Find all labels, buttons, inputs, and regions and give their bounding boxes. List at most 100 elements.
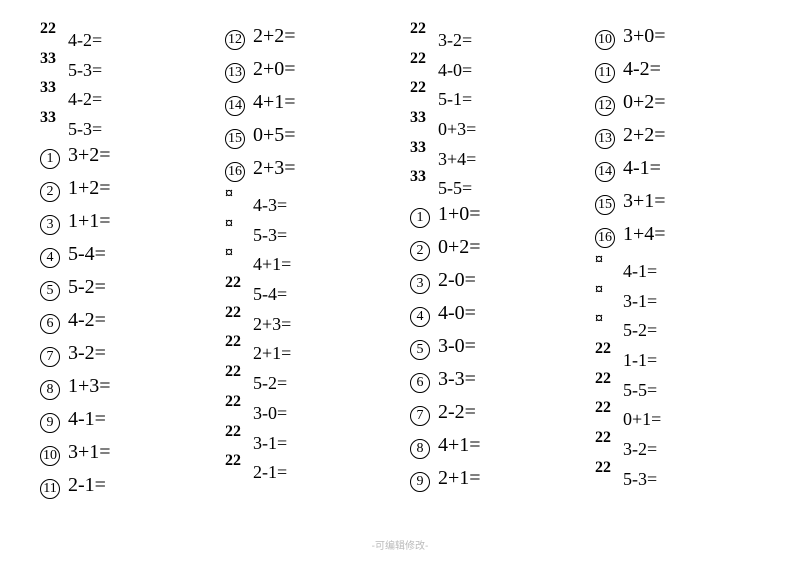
problem-item: 6 3-3= — [410, 363, 585, 396]
item-expression: 0+1= — [623, 405, 661, 435]
problem-item: 225-3= — [595, 459, 770, 489]
item-marker: 1 — [40, 149, 60, 169]
item-marker: 2 — [410, 241, 430, 261]
item-marker: 33 — [410, 135, 438, 161]
item-marker: 7 — [410, 406, 430, 426]
item-marker: 13 — [595, 129, 615, 149]
problem-item: 132+2= — [595, 119, 770, 152]
item-marker: 10 — [595, 30, 615, 50]
problem-item: 114-2= — [595, 53, 770, 86]
problem-item: 73-2= — [40, 337, 215, 370]
item-expression: 2+1= — [253, 339, 291, 369]
item-expression: 4-1= — [623, 152, 661, 185]
problem-item: 4 4-0= — [410, 297, 585, 330]
item-expression: 3-3= — [438, 363, 476, 396]
item-marker: 4 — [410, 307, 430, 327]
item-expression: 3+0= — [623, 20, 666, 53]
problem-item: 11+0= — [410, 198, 585, 231]
item-expression: 4-2= — [68, 304, 106, 337]
item-marker: 7 — [40, 347, 60, 367]
item-marker: 15 — [225, 129, 245, 149]
problem-item: 10 3+0= — [595, 20, 770, 53]
problem-item: 132+0= — [225, 53, 400, 86]
item-expression: 4-2= — [68, 85, 102, 115]
problem-item: 144+1= — [225, 86, 400, 119]
item-expression: 5-4= — [68, 238, 106, 271]
item-expression: 4-0= — [438, 56, 472, 86]
item-marker: 15 — [595, 195, 615, 215]
item-expression: 5-5= — [623, 376, 657, 406]
item-expression: 3+1= — [68, 436, 111, 469]
column-1: 224-2=335-3=334-2=335-3=13+2=21+2=31+1=4… — [40, 20, 215, 502]
item-marker: 22 — [225, 359, 253, 385]
problem-item: 94-1= — [40, 403, 215, 436]
column-4: 103+0=114-2=120+2=132+2=144-1=153+1=161+… — [595, 20, 770, 502]
item-marker: ¤ — [595, 277, 623, 303]
item-marker: 3 — [410, 274, 430, 294]
item-marker: 16 — [595, 228, 615, 248]
item-marker: 22 — [225, 300, 253, 326]
item-expression: 0+3= — [438, 115, 476, 145]
item-expression: 5-3= — [68, 56, 102, 86]
problem-item: 32-0= — [410, 264, 585, 297]
item-marker: 11 — [40, 479, 60, 499]
problem-item: 5 5-2= — [40, 271, 215, 304]
item-expression: 2+1= — [438, 462, 481, 495]
item-marker: 8 — [40, 380, 60, 400]
item-marker: 3 — [40, 215, 60, 235]
item-marker: 12 — [225, 30, 245, 50]
item-expression: 2+2= — [253, 20, 296, 53]
item-marker: 22 — [225, 389, 253, 415]
problem-item: 92+1= — [410, 462, 585, 495]
item-expression: 3+4= — [438, 145, 476, 175]
item-marker: 5 — [40, 281, 60, 301]
item-marker: ¤ — [225, 240, 253, 266]
item-marker: 33 — [40, 46, 68, 72]
item-expression: 5-2= — [68, 271, 106, 304]
problem-item: 4 5-4= — [40, 238, 215, 271]
item-expression: 2+3= — [253, 152, 296, 185]
item-marker: 6 — [410, 373, 430, 393]
problem-item: 6 4-2= — [40, 304, 215, 337]
problem-item: 13+2= — [40, 139, 215, 172]
item-expression: 5-1= — [438, 85, 472, 115]
item-marker: 22 — [410, 75, 438, 101]
item-marker: 22 — [595, 395, 623, 421]
item-marker: 6 — [40, 314, 60, 334]
problem-item: 103+1= — [40, 436, 215, 469]
item-expression: 4-0= — [438, 297, 476, 330]
problem-item: 112-1= — [40, 469, 215, 502]
problem-item: 72-2= — [410, 396, 585, 429]
item-marker: 22 — [595, 455, 623, 481]
item-marker: 22 — [225, 419, 253, 445]
item-expression: 5-2= — [623, 316, 657, 346]
column-2: 122+2=132+0=144+1=150+5=162+3=¤4-3=¤5-3=… — [225, 20, 400, 502]
item-expression: 4+1= — [438, 429, 481, 462]
item-marker: 9 — [40, 413, 60, 433]
problem-item: 335-3= — [40, 109, 215, 139]
item-marker: 4 — [40, 248, 60, 268]
item-expression: 5-3= — [68, 115, 102, 145]
problem-item: 150+5= — [225, 119, 400, 152]
item-expression: 2-1= — [253, 458, 287, 488]
item-marker: 33 — [410, 105, 438, 131]
item-marker: ¤ — [225, 211, 253, 237]
item-marker: 5 — [410, 340, 430, 360]
item-marker: 22 — [410, 16, 438, 42]
problem-item: 120+2= — [595, 86, 770, 119]
column-3: 223-2=224-0=225-1=330+3=333+4=335-5=11+0… — [410, 20, 585, 502]
problem-item: 153+1= — [595, 185, 770, 218]
item-expression: 4-2= — [68, 26, 102, 56]
item-expression: 4-3= — [253, 191, 287, 221]
item-expression: 3-2= — [623, 435, 657, 465]
worksheet-page: 224-2=335-3=334-2=335-3=13+2=21+2=31+1=4… — [0, 0, 800, 512]
problem-item: 31+1= — [40, 205, 215, 238]
item-expression: 3-2= — [438, 26, 472, 56]
item-marker: 2 — [40, 182, 60, 202]
item-expression: 5-3= — [253, 221, 287, 251]
item-expression: 3-1= — [253, 429, 287, 459]
item-expression: 5-4= — [253, 280, 287, 310]
item-expression: 0+2= — [438, 231, 481, 264]
item-expression: 4-2= — [623, 53, 661, 86]
problem-item: 2 0+2= — [410, 231, 585, 264]
